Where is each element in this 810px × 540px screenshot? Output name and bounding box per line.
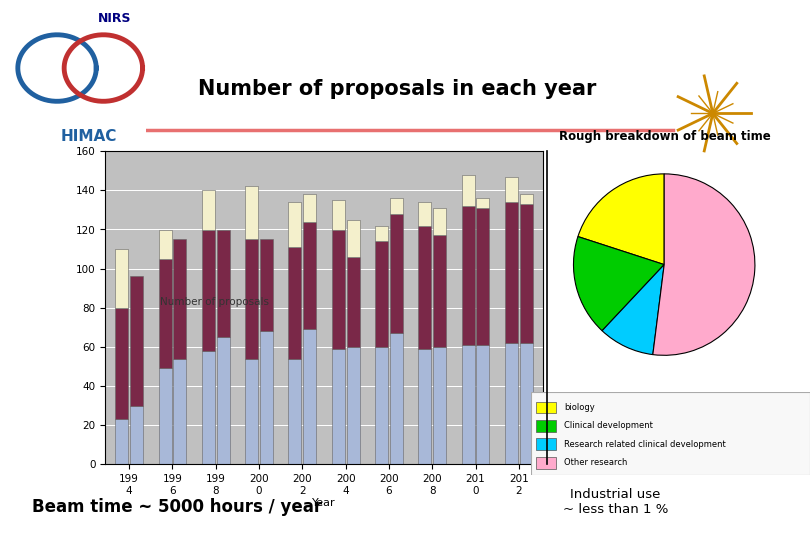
Bar [476, 208, 489, 345]
Bar [260, 239, 273, 331]
Bar [332, 349, 345, 464]
Bar [419, 202, 432, 226]
Bar [419, 226, 432, 349]
Bar [433, 347, 446, 464]
Text: Other research: Other research [564, 458, 628, 467]
Text: Number of proposals: Number of proposals [160, 296, 269, 307]
Text: Clinical development: Clinical development [564, 421, 653, 430]
Bar [375, 226, 388, 241]
Bar [159, 368, 172, 464]
Text: HIMAC: HIMAC [61, 129, 117, 144]
Bar [505, 343, 518, 464]
Bar [419, 349, 432, 464]
Bar [245, 359, 258, 464]
Text: Beam time ~ 5000 hours / year: Beam time ~ 5000 hours / year [32, 498, 322, 516]
Wedge shape [653, 174, 755, 355]
Bar [462, 175, 475, 206]
Bar [433, 208, 446, 235]
Bar [536, 438, 556, 450]
Text: biology: biology [564, 403, 595, 412]
Bar [159, 230, 172, 259]
Bar [520, 194, 533, 204]
Bar [505, 202, 518, 343]
Bar [462, 206, 475, 345]
Bar [390, 333, 403, 464]
Bar [536, 402, 556, 413]
Bar [115, 249, 128, 308]
Wedge shape [573, 237, 664, 330]
Bar [536, 420, 556, 431]
Bar [520, 204, 533, 343]
Bar [202, 351, 215, 464]
Bar [130, 406, 143, 464]
Wedge shape [602, 265, 664, 355]
Bar [375, 347, 388, 464]
Bar [347, 257, 360, 347]
Bar [288, 247, 301, 359]
Text: Research related clinical development: Research related clinical development [564, 440, 726, 449]
Bar [462, 345, 475, 464]
Bar [288, 359, 301, 464]
Bar [332, 200, 345, 230]
Bar [390, 214, 403, 333]
Bar [303, 329, 316, 464]
Text: Rough breakdown of beam time: Rough breakdown of beam time [559, 130, 770, 143]
Bar [173, 239, 186, 359]
Bar [347, 347, 360, 464]
Bar [433, 235, 446, 347]
X-axis label: Year: Year [312, 498, 336, 509]
Wedge shape [578, 174, 664, 265]
Bar [115, 308, 128, 420]
Bar [303, 194, 316, 221]
Bar [332, 230, 345, 349]
Bar [245, 186, 258, 239]
Bar [303, 221, 316, 329]
Bar [130, 276, 143, 406]
Bar [115, 420, 128, 464]
Bar [375, 241, 388, 347]
Text: NIRS: NIRS [98, 12, 131, 25]
Text: Number of proposals in each year: Number of proposals in each year [198, 78, 597, 99]
Bar [505, 177, 518, 202]
FancyBboxPatch shape [531, 392, 810, 475]
Bar [390, 198, 403, 214]
Bar [260, 331, 273, 464]
Bar [216, 230, 229, 337]
Bar [202, 230, 215, 351]
Bar [173, 359, 186, 464]
Bar [476, 345, 489, 464]
Bar [520, 343, 533, 464]
Bar [245, 239, 258, 359]
Bar [347, 220, 360, 257]
Bar [288, 202, 301, 247]
Text: Industrial use
~ less than 1 %: Industrial use ~ less than 1 % [563, 488, 668, 516]
Bar [216, 337, 229, 464]
Bar [476, 198, 489, 208]
Bar [202, 191, 215, 229]
Bar [536, 457, 556, 469]
Bar [159, 259, 172, 368]
Text: 4. Framework of cooperation research: 4. Framework of cooperation research [409, 18, 737, 33]
